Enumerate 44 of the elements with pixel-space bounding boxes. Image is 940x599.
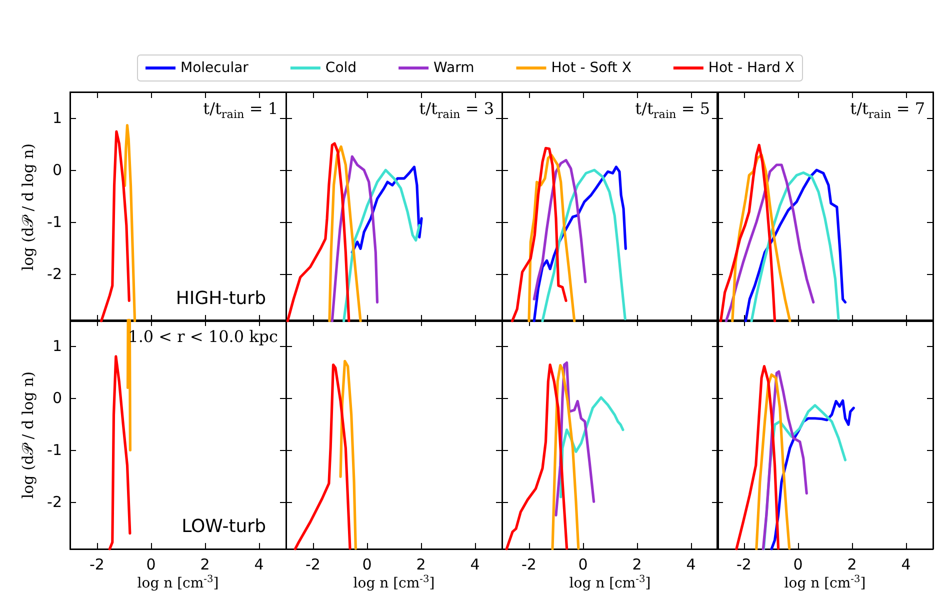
- x-tick-label: 4: [901, 556, 911, 574]
- legend-label: Cold: [325, 60, 357, 76]
- y-tick-label: 0: [52, 389, 62, 408]
- x-tick-label: -2: [90, 556, 104, 574]
- y-tick-label: 1: [52, 337, 62, 356]
- x-tick-label: -2: [306, 556, 320, 574]
- y-tick-label: 1: [52, 109, 62, 128]
- x-axis-title: log n [cm$^{-3}$]: [784, 574, 866, 592]
- x-axis-title: log n [cm$^{-3}$]: [569, 574, 651, 592]
- line-series: [108, 355, 132, 550]
- y-tick-label: 0: [52, 161, 62, 180]
- x-tick-label: 2: [632, 556, 642, 574]
- x-tick-label: 0: [362, 556, 372, 574]
- annotation: HIGH-turb: [176, 288, 266, 309]
- y-tick-label: -1: [47, 213, 62, 232]
- y-tick-label: -1: [47, 441, 62, 460]
- annotation: t/t$_{rain}$ = 7: [850, 99, 925, 122]
- x-tick-label: -2: [522, 556, 536, 574]
- annotation: t/t$_{rain}$ = 1: [203, 99, 278, 122]
- y-axis-title: log (d𝒫 / d log n): [18, 142, 37, 270]
- annotation: t/t$_{rain}$ = 3: [419, 99, 494, 122]
- annotation: LOW-turb: [182, 516, 266, 537]
- x-tick-label: 0: [793, 556, 803, 574]
- y-tick-label: -2: [47, 493, 62, 512]
- line-series: [124, 124, 136, 322]
- y-tick-label: -2: [47, 265, 62, 284]
- legend-label: Warm: [434, 60, 474, 76]
- x-tick-label: 4: [686, 556, 696, 574]
- x-tick-label: -2: [736, 556, 752, 574]
- x-tick-label: 2: [416, 556, 426, 574]
- x-tick-label: 4: [470, 556, 480, 574]
- line-series: [100, 130, 130, 322]
- legend-label: Hot - Hard X: [708, 60, 795, 76]
- x-tick-label: 0: [146, 556, 156, 574]
- legend-label: Hot - Soft X: [551, 60, 632, 76]
- x-axis-title: log n [cm$^{-3}$]: [353, 574, 435, 592]
- y-axis-title: log (d𝒫 / d log n): [18, 370, 37, 498]
- x-tick-label: 4: [254, 556, 264, 574]
- x-tick-label: 2: [847, 556, 857, 574]
- x-axis-title: log n [cm$^{-3}$]: [137, 574, 219, 592]
- legend-label: Molecular: [180, 60, 249, 76]
- x-tick-label: 0: [578, 556, 588, 574]
- x-tick-label: 2: [200, 556, 210, 574]
- annotation: t/t$_{rain}$ = 5: [635, 99, 710, 122]
